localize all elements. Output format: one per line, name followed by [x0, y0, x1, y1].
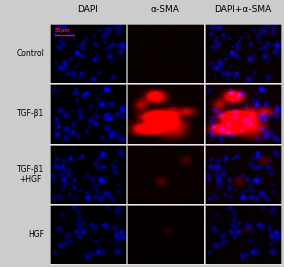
Text: DAPI: DAPI: [77, 5, 98, 14]
Text: DAPI+α-SMA: DAPI+α-SMA: [214, 5, 272, 14]
Text: TGF-β1: TGF-β1: [17, 109, 44, 119]
Text: 50μm: 50μm: [55, 28, 70, 33]
Text: HGF: HGF: [28, 230, 44, 239]
Text: TGF-β1
+HGF: TGF-β1 +HGF: [17, 165, 44, 184]
Text: α-SMA: α-SMA: [151, 5, 180, 14]
Text: Control: Control: [16, 49, 44, 58]
